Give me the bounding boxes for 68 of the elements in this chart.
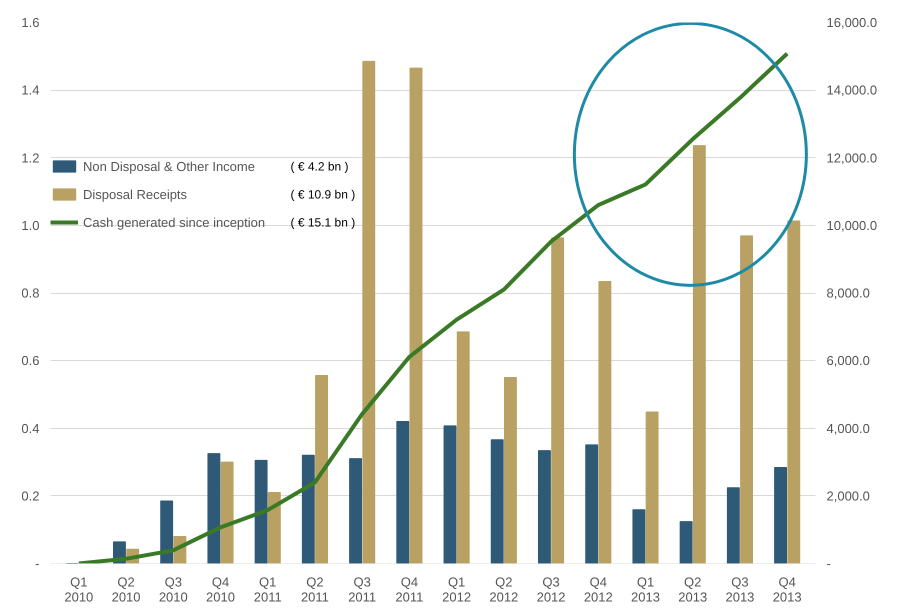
y2-tick-label: 16,000.0 bbox=[826, 15, 878, 30]
x-tick-label: Q1 2012 bbox=[442, 574, 472, 604]
x-tick-label: Q2 2012 bbox=[489, 574, 518, 604]
annotation: ( € 10.9 bn ) bbox=[290, 188, 356, 202]
bar bbox=[396, 420, 410, 564]
legend-label: Non Disposal & Other Income bbox=[83, 158, 255, 176]
bar bbox=[680, 521, 693, 564]
bar bbox=[787, 220, 800, 564]
annotation: ( € 4.2 bn ) bbox=[290, 160, 349, 174]
bar bbox=[220, 462, 234, 564]
bar bbox=[362, 60, 376, 564]
y-tick-label: 0.8 bbox=[21, 286, 40, 300]
bar bbox=[740, 235, 754, 564]
bar bbox=[410, 68, 422, 564]
y2-tick-label: 10,000.0 bbox=[826, 218, 878, 233]
x-tick-label: Q3 2011 bbox=[348, 574, 376, 604]
x-tick-label: Q1 2011 bbox=[254, 574, 282, 604]
x-tick-label: Q1 2013 bbox=[631, 574, 660, 604]
bar bbox=[302, 454, 315, 564]
bar bbox=[456, 331, 470, 564]
y-tick-label: 0.4 bbox=[21, 420, 40, 436]
y2-tick-label: 12,000.0 bbox=[826, 150, 878, 166]
bar bbox=[774, 466, 788, 564]
x-tick-label: Q4 2010 bbox=[206, 574, 235, 604]
bar bbox=[726, 487, 740, 564]
bar bbox=[504, 377, 517, 564]
bar bbox=[349, 458, 362, 564]
annotation: ( € 15.1 bn ) bbox=[290, 216, 356, 230]
y-tick-label: 1.0 bbox=[21, 218, 40, 233]
y-tick-label: 1.6 bbox=[21, 15, 40, 30]
y-tick-label: 0.6 bbox=[21, 353, 40, 368]
y2-tick-label: 6,000.0 bbox=[826, 353, 870, 368]
x-tick-label: Q4 2013 bbox=[772, 574, 802, 604]
bar bbox=[598, 281, 612, 564]
y2-tick-label: 2,000.0 bbox=[826, 488, 870, 504]
y2-tick-label: 14,000.0 bbox=[826, 82, 878, 98]
x-tick-label: Q2 2010 bbox=[112, 574, 141, 604]
legend-label: Cash generated since inception bbox=[83, 214, 266, 232]
bar bbox=[538, 450, 551, 564]
x-tick-label: Q2 2013 bbox=[678, 574, 708, 604]
bar bbox=[646, 412, 659, 564]
bar bbox=[160, 500, 174, 564]
y-tick-label: - bbox=[35, 556, 40, 571]
bar bbox=[585, 444, 598, 564]
x-tick-label: Q2 2011 bbox=[300, 574, 329, 604]
bar bbox=[207, 453, 220, 564]
bar bbox=[444, 425, 456, 564]
x-tick-label: Q4 2012 bbox=[584, 574, 613, 604]
y-tick-label: 0.2 bbox=[21, 488, 40, 504]
bar bbox=[632, 509, 646, 564]
bar bbox=[315, 375, 328, 564]
bar bbox=[254, 460, 268, 564]
y-tick-label: 1.2 bbox=[21, 150, 40, 166]
bar bbox=[692, 145, 706, 564]
bar bbox=[268, 492, 281, 564]
x-tick-label: Q1 2010 bbox=[64, 574, 94, 604]
x-tick-label: Q3 2012 bbox=[536, 574, 566, 604]
y2-tick-label: - bbox=[826, 556, 831, 571]
y-tick-label: 1.4 bbox=[21, 82, 40, 98]
bar bbox=[551, 237, 564, 564]
x-tick-label: Q3 2010 bbox=[158, 574, 188, 604]
x-tick-label: Q4 2011 bbox=[395, 574, 424, 604]
bar bbox=[490, 439, 504, 564]
line-series bbox=[76, 52, 790, 564]
x-tick-label: Q3 2013 bbox=[725, 574, 754, 604]
y2-tick-label: 4,000.0 bbox=[826, 420, 870, 436]
y2-tick-label: 8,000.0 bbox=[826, 286, 870, 300]
legend-label: Disposal Receipts bbox=[83, 186, 188, 204]
